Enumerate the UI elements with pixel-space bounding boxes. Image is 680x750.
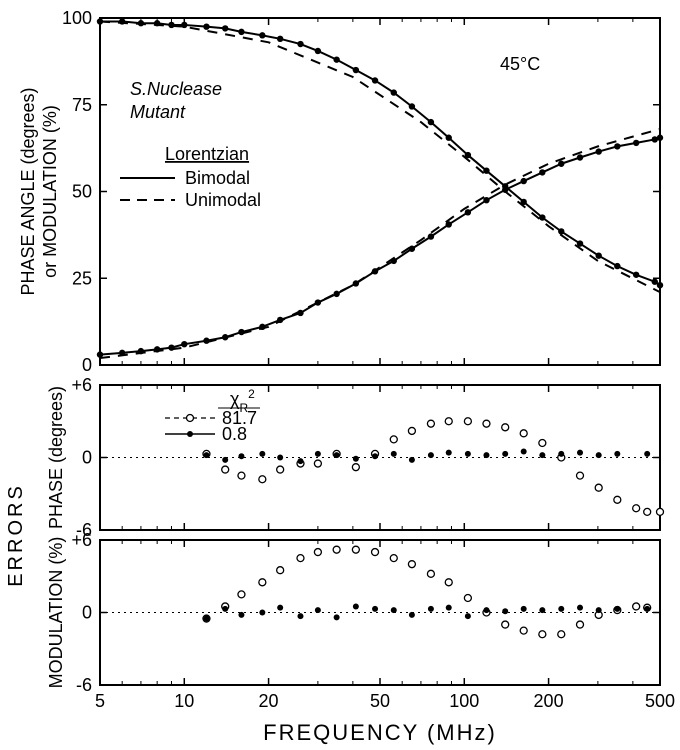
svg-text:Unimodal: Unimodal [185, 190, 261, 210]
svg-text:100: 100 [62, 8, 92, 28]
svg-text:45°C: 45°C [500, 54, 540, 74]
svg-text:100: 100 [449, 691, 479, 711]
svg-text:PHASE ANGLE (degrees)or MODULA: PHASE ANGLE (degrees)or MODULATION (%) [18, 87, 60, 295]
svg-text:Mutant: Mutant [130, 102, 186, 122]
svg-text:PHASE (degrees): PHASE (degrees) [46, 386, 66, 529]
svg-text:10: 10 [174, 691, 194, 711]
svg-text:+6: +6 [71, 530, 92, 550]
svg-text:S.Nuclease: S.Nuclease [130, 79, 222, 99]
svg-text:0: 0 [82, 448, 92, 468]
svg-text:20: 20 [259, 691, 279, 711]
svg-text:0.8: 0.8 [222, 424, 247, 444]
svg-text:0: 0 [82, 355, 92, 375]
svg-text:ERRORS: ERRORS [5, 483, 27, 587]
svg-text:Lorentzian: Lorentzian [165, 144, 249, 164]
svg-text:0: 0 [82, 603, 92, 623]
svg-text:25: 25 [72, 268, 92, 288]
svg-text:MODULATION (%): MODULATION (%) [46, 537, 66, 689]
svg-text:50: 50 [370, 691, 390, 711]
svg-text:FREQUENCY (MHz): FREQUENCY (MHz) [263, 720, 497, 745]
svg-text:200: 200 [534, 691, 564, 711]
svg-text:Bimodal: Bimodal [185, 168, 250, 188]
svg-text:50: 50 [72, 182, 92, 202]
figure-svg: 0255075100S.NucleaseMutant45°CLorentzian… [0, 0, 680, 750]
svg-text:75: 75 [72, 95, 92, 115]
svg-text:5: 5 [95, 691, 105, 711]
svg-text:+6: +6 [71, 375, 92, 395]
svg-text:-6: -6 [76, 675, 92, 695]
svg-text:500: 500 [645, 691, 675, 711]
